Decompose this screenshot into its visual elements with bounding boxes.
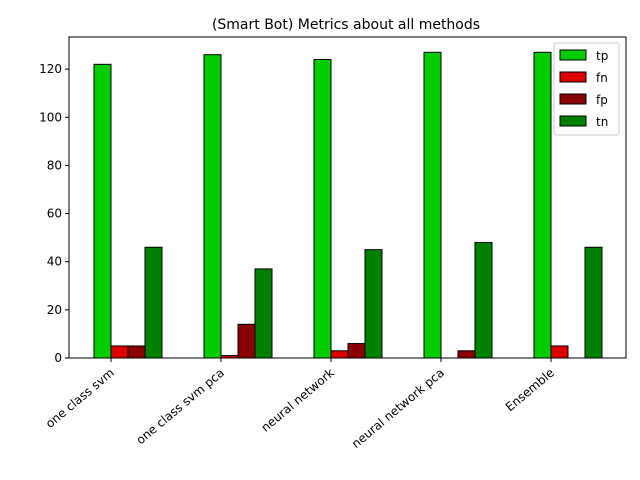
legend-label-fn: fn [596, 71, 608, 85]
y-tick-label: 0 [54, 351, 62, 365]
legend-swatch-tn [559, 115, 587, 127]
x-axis: one class svm one class svm pca neural net… [43, 358, 557, 451]
y-tick-label: 120 [39, 62, 62, 76]
x-tick-label: Ensemble [503, 366, 557, 415]
bar-tp-2 [313, 59, 332, 359]
bar-tn-0 [144, 246, 163, 359]
y-tick-label: 20 [47, 303, 62, 317]
legend: tp fn fp tn [553, 42, 620, 136]
legend-label-fp: fp [596, 93, 608, 107]
y-tick-label: 80 [47, 158, 62, 172]
x-tick-label: neural network pca [349, 366, 447, 451]
bar-tp-0 [93, 63, 112, 359]
bar-fn-2 [330, 350, 349, 359]
bar-tn-4 [584, 246, 603, 359]
x-tick-label: neural network [258, 366, 337, 435]
bar-tp-4 [533, 51, 552, 359]
y-tick-label: 100 [39, 110, 62, 124]
bar-fp-1 [237, 323, 256, 359]
x-tick-label: one class svm [43, 366, 117, 431]
bar-tp-1 [203, 54, 222, 359]
bar-fp-3 [457, 350, 476, 359]
legend-box [553, 42, 620, 136]
legend-label-tn: tn [596, 115, 608, 129]
bar-tn-2 [364, 249, 383, 359]
bar-fn-0 [110, 345, 129, 359]
plot-frame [68, 36, 627, 359]
legend-swatch-fn [559, 71, 587, 83]
bars-group [93, 51, 603, 359]
bar-tn-1 [254, 268, 273, 359]
legend-swatch-fp [559, 93, 587, 105]
bar-fn-4 [550, 345, 569, 359]
bar-tp-3 [423, 51, 442, 359]
y-tick-label: 40 [47, 255, 62, 269]
bar-fp-0 [127, 345, 146, 359]
legend-swatch-tp [559, 49, 587, 61]
x-tick-label: one class svm pca [134, 366, 227, 448]
y-tick-label: 60 [47, 207, 62, 221]
bar-tn-3 [474, 241, 493, 359]
chart-title: (Smart Bot) Metrics about all methods [212, 17, 480, 33]
legend-label-tp: tp [596, 49, 608, 63]
y-axis: 0 20 40 60 80 100 120 [39, 62, 69, 365]
bar-fp-2 [347, 343, 366, 359]
